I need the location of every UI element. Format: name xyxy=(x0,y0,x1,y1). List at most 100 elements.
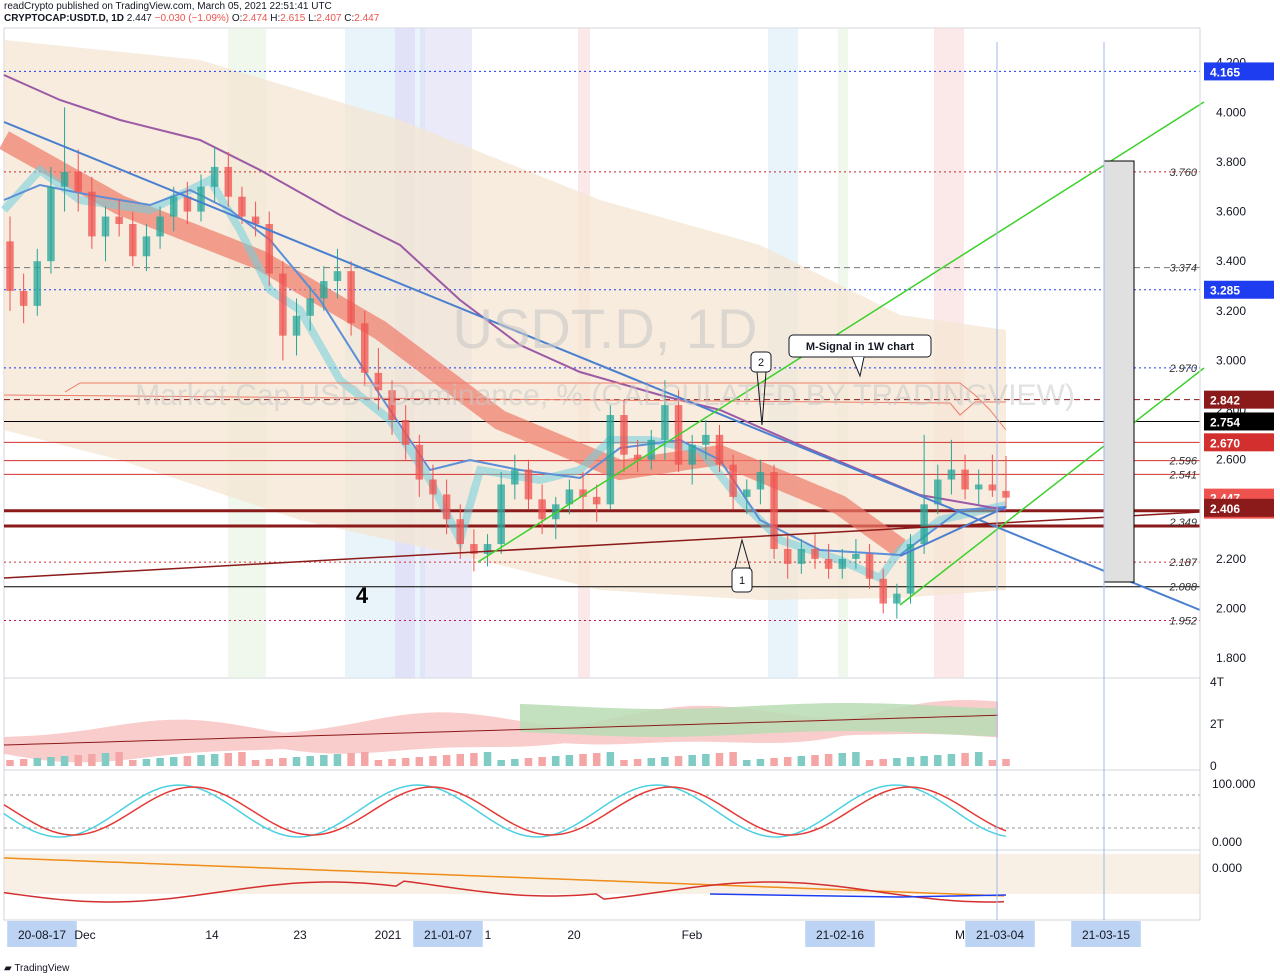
level-label: 2.596 xyxy=(1168,456,1197,468)
volume-bar xyxy=(661,757,669,766)
volume-bar xyxy=(497,760,505,766)
candle xyxy=(47,166,55,274)
candle xyxy=(592,484,601,522)
candle xyxy=(115,199,123,237)
volume-bar xyxy=(142,759,151,766)
candle xyxy=(797,539,806,574)
volume-bar xyxy=(702,754,710,766)
volume-bar xyxy=(129,760,137,766)
price-tick: 2.600 xyxy=(1216,453,1246,467)
volume-bar xyxy=(442,755,451,766)
price-tick: 3.400 xyxy=(1216,254,1246,268)
candle xyxy=(33,248,42,316)
callout-text: M-Signal in 1W chart xyxy=(806,341,915,353)
volume-bar xyxy=(60,756,69,766)
candle xyxy=(879,568,887,614)
candle xyxy=(865,544,874,589)
volume-bar xyxy=(401,758,410,766)
volume-bar xyxy=(483,752,492,766)
ohlc-high: 2.615 xyxy=(280,13,306,24)
date-tick: Dec xyxy=(74,928,95,942)
volume-bar xyxy=(743,760,751,766)
date-badge xyxy=(805,921,875,947)
channel-line-upper xyxy=(477,101,1205,563)
ribbon-line xyxy=(3,714,999,746)
volume-bar xyxy=(674,756,683,766)
watermark-symbol: USDT.D, 1D xyxy=(453,297,758,360)
level-label: 2.187 xyxy=(1168,557,1197,569)
price-badge: 2.406 xyxy=(1204,498,1274,517)
candle xyxy=(360,310,369,386)
candle xyxy=(961,454,969,500)
volume-bar xyxy=(552,756,560,766)
stoch-pane[interactable] xyxy=(3,769,1201,851)
volume-bar xyxy=(647,758,656,766)
long-ma xyxy=(3,74,1007,511)
price-tick: 2.000 xyxy=(1216,602,1246,616)
date-badge xyxy=(965,921,1035,947)
volume-bar xyxy=(19,759,28,766)
volume-bar xyxy=(633,759,642,766)
date-tick: 21-03-15 xyxy=(1082,928,1130,942)
ohlc-open: 2.474 xyxy=(242,13,268,24)
marker-2: 2 xyxy=(750,351,772,426)
candle xyxy=(169,186,178,232)
price-tick: 3.600 xyxy=(1216,205,1246,219)
volume-bar xyxy=(688,755,696,766)
candle xyxy=(320,266,328,311)
downtrend-line xyxy=(3,121,1201,611)
level-label: 3.760 xyxy=(1169,167,1197,179)
volume-bar xyxy=(729,752,737,766)
volume-bar xyxy=(865,760,874,766)
candle xyxy=(661,380,669,460)
ma-band xyxy=(0,131,906,557)
volume-bar xyxy=(265,759,273,766)
candle xyxy=(838,548,847,579)
volume-bar xyxy=(606,752,615,766)
level-label: 2.970 xyxy=(1168,363,1197,375)
candle xyxy=(633,439,642,473)
date-tick: 21-01-07 xyxy=(424,928,472,942)
candle xyxy=(934,464,942,515)
volume-bar xyxy=(224,753,233,766)
watermark-name: Market Cap USDT Dominance, % (CALCULATED… xyxy=(135,379,1075,412)
ohlc-close: 2.447 xyxy=(354,13,380,24)
svg-text:2: 2 xyxy=(758,357,764,369)
candle xyxy=(756,459,765,505)
volume-bar xyxy=(47,757,55,766)
volume-bar xyxy=(306,756,314,766)
stoch-tick: 0.000 xyxy=(1212,835,1242,849)
candle xyxy=(347,261,355,336)
wave-label-4: 4 xyxy=(356,583,369,608)
volume-bar xyxy=(783,757,792,766)
volume-bar xyxy=(197,755,205,766)
volume-bar xyxy=(524,758,533,766)
target-box xyxy=(1103,160,1135,583)
level-label: 1.952 xyxy=(1169,615,1197,627)
date-badge xyxy=(7,921,77,947)
price-tick: 3.200 xyxy=(1216,304,1246,318)
volume-bar xyxy=(33,758,42,766)
date-tick: 23 xyxy=(293,928,307,942)
date-tick: 20-08-17 xyxy=(18,928,66,942)
candle xyxy=(715,424,724,473)
candle xyxy=(743,479,751,515)
volume-bar xyxy=(292,757,301,766)
candle xyxy=(483,534,492,567)
candle xyxy=(497,472,505,554)
volume-bar xyxy=(388,759,396,766)
tradingview-logo: ▰ TradingView xyxy=(4,963,70,974)
candle xyxy=(565,479,574,515)
candle xyxy=(374,348,383,411)
candle xyxy=(129,211,137,267)
candle xyxy=(620,400,628,473)
candle xyxy=(401,405,410,460)
price-badge-label: 2.406 xyxy=(1210,502,1240,516)
marker-1: 1 xyxy=(731,538,753,593)
volume-bar xyxy=(934,755,942,766)
volume-bar xyxy=(333,754,342,766)
candle xyxy=(279,261,287,361)
candle xyxy=(783,534,792,579)
candle xyxy=(470,529,478,572)
